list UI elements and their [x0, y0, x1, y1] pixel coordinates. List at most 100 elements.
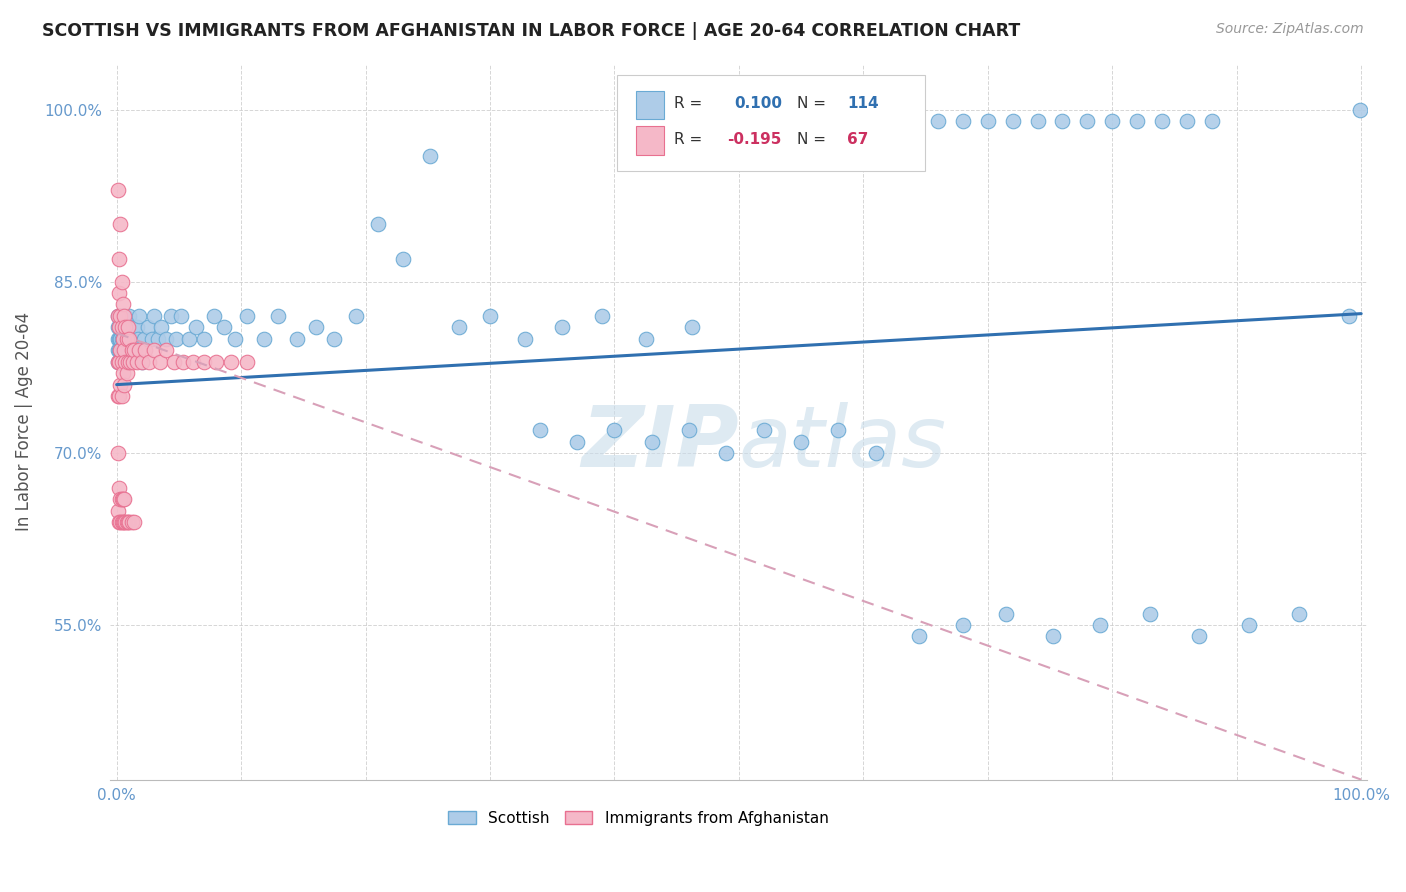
Text: N =: N = — [797, 132, 825, 146]
Point — [107, 309, 129, 323]
Point — [1088, 618, 1111, 632]
Point — [107, 446, 129, 460]
Point — [111, 492, 134, 507]
Point — [155, 343, 177, 358]
Text: 0.100: 0.100 — [734, 96, 782, 111]
Point — [419, 148, 441, 162]
Point — [117, 355, 139, 369]
Point — [111, 515, 134, 529]
Point — [121, 515, 143, 529]
Point — [120, 332, 142, 346]
Point — [136, 320, 159, 334]
Point — [551, 320, 574, 334]
Point — [121, 320, 143, 334]
Point — [107, 355, 129, 369]
Text: ZIP: ZIP — [581, 401, 740, 484]
Point — [1052, 114, 1074, 128]
Point — [110, 343, 132, 358]
Point — [112, 320, 135, 334]
Point — [1026, 114, 1049, 128]
Point — [193, 355, 215, 369]
Text: atlas: atlas — [740, 401, 946, 484]
Point — [118, 320, 141, 334]
Point — [111, 275, 134, 289]
Point — [108, 355, 131, 369]
Point — [131, 355, 153, 369]
Point — [114, 355, 136, 369]
Point — [193, 332, 215, 346]
Point — [111, 343, 134, 358]
Point — [108, 332, 131, 346]
Text: N =: N = — [797, 96, 825, 111]
Point — [224, 332, 246, 346]
Point — [150, 320, 173, 334]
Point — [110, 332, 132, 346]
Point — [108, 309, 131, 323]
Point — [110, 492, 132, 507]
Point — [128, 343, 150, 358]
Point — [529, 424, 551, 438]
Point — [111, 332, 134, 346]
Point — [108, 355, 131, 369]
Point — [108, 389, 131, 403]
Point — [172, 355, 194, 369]
Point — [977, 114, 1000, 128]
FancyBboxPatch shape — [636, 127, 664, 155]
Legend: Scottish, Immigrants from Afghanistan: Scottish, Immigrants from Afghanistan — [449, 811, 828, 826]
Point — [114, 320, 136, 334]
Text: -0.195: -0.195 — [728, 132, 782, 146]
Point — [107, 503, 129, 517]
Point — [111, 320, 134, 334]
Point — [1076, 114, 1098, 128]
Point — [181, 355, 204, 369]
Point — [603, 424, 626, 438]
Point — [143, 309, 166, 323]
Point — [107, 320, 129, 334]
Point — [122, 343, 145, 358]
Point — [716, 446, 738, 460]
Point — [108, 320, 131, 334]
Point — [165, 332, 187, 346]
Point — [367, 218, 389, 232]
Point — [107, 389, 129, 403]
Point — [115, 515, 138, 529]
Point — [219, 355, 242, 369]
Point — [143, 343, 166, 358]
Point — [112, 309, 135, 323]
Point — [118, 332, 141, 346]
Point — [267, 309, 290, 323]
Point — [112, 332, 135, 346]
Point — [125, 320, 148, 334]
Point — [111, 515, 134, 529]
Point — [678, 424, 700, 438]
Point — [127, 332, 149, 346]
Point — [132, 332, 155, 346]
Point — [163, 355, 186, 369]
Point — [118, 515, 141, 529]
Point — [111, 343, 134, 358]
Point — [202, 309, 225, 323]
Point — [111, 320, 134, 334]
Point — [107, 309, 129, 323]
Point — [115, 366, 138, 380]
Point — [110, 515, 132, 529]
Point — [1042, 630, 1064, 644]
Point — [927, 114, 949, 128]
Point — [110, 377, 132, 392]
Point — [641, 434, 664, 449]
Point — [952, 114, 974, 128]
Point — [134, 343, 156, 358]
Point — [110, 332, 132, 346]
Point — [1348, 103, 1371, 117]
Text: R =: R = — [673, 132, 702, 146]
Point — [634, 332, 657, 346]
Point — [115, 320, 138, 334]
Point — [1001, 114, 1024, 128]
Point — [141, 332, 163, 346]
Point — [120, 355, 142, 369]
Point — [111, 355, 134, 369]
Point — [110, 343, 132, 358]
FancyBboxPatch shape — [636, 90, 664, 120]
Text: 114: 114 — [846, 96, 879, 111]
Point — [177, 332, 200, 346]
